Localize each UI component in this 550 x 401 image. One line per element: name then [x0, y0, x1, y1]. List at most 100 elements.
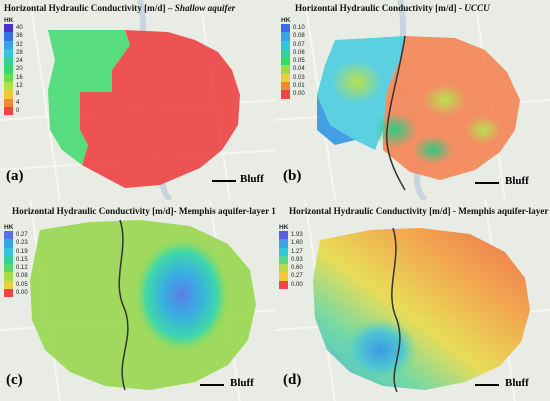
legend-swatch	[281, 48, 290, 58]
legend-entry: 0.27	[4, 231, 28, 240]
zone-base	[313, 228, 530, 390]
map-panel-memphis-layer-1: Horizontal Hydraulic Conductivity [m/d]-…	[0, 200, 275, 401]
legend-value: 0.00	[293, 91, 305, 98]
legend-swatch	[4, 24, 13, 33]
legend-entry: 0.23	[4, 239, 28, 248]
title-separator: -	[456, 3, 465, 13]
bluff-label: Bluff	[505, 175, 529, 187]
color-legend: HK 1.93 1.60 1.27 0.93 0.60 0.27 0.00	[279, 224, 303, 290]
legend-value: 0.08	[16, 273, 28, 280]
legend-value: 0.00	[16, 290, 28, 297]
legend-entry: 16	[4, 73, 23, 83]
legend-value: 20	[16, 66, 23, 73]
legend-swatch	[281, 82, 290, 91]
legend-value: 24	[16, 58, 23, 65]
legend-swatch	[281, 90, 290, 99]
legend-swatch	[281, 32, 290, 41]
legend-swatch	[4, 90, 13, 99]
legend-value: 0.60	[291, 265, 303, 272]
title-main: Horizontal Hydraulic Conductivity [m/d]	[295, 3, 457, 13]
map-canvas	[275, 0, 550, 200]
legend-swatch	[4, 239, 13, 248]
legend-value: 1.93	[291, 232, 303, 238]
legend-value: 32	[16, 41, 23, 48]
legend-swatch	[279, 255, 288, 265]
legend-value: 0.05	[293, 58, 305, 65]
legend-entry: 0.12	[4, 264, 28, 273]
legend-entry: 0.00	[279, 280, 303, 290]
panel-label: (d)	[283, 372, 302, 388]
legend-swatch	[4, 255, 13, 265]
legend-value: 0.06	[293, 49, 305, 56]
legend-entry: 24	[4, 57, 23, 66]
legend-entry: 0.06	[281, 48, 305, 58]
legend-swatch	[4, 280, 13, 290]
map-canvas	[0, 200, 275, 401]
title-separator: –	[165, 3, 175, 13]
legend-entry: 0.01	[281, 82, 305, 91]
legend-entry: 36	[4, 32, 23, 41]
legend-value: 1.60	[291, 240, 303, 247]
legend-swatch	[279, 239, 288, 248]
legend-swatch	[281, 73, 290, 83]
legend-swatch	[281, 24, 290, 33]
legend-entry: 0.03	[281, 73, 305, 83]
legend-entry: 0.19	[4, 247, 28, 256]
bluff-label: Bluff	[230, 377, 254, 389]
map-panel-uccu: Horizontal Hydraulic Conductivity [m/d] …	[275, 0, 550, 200]
legend-entry: 12	[4, 82, 23, 91]
bluff-legend-line	[475, 384, 499, 386]
legend-entry: 0.04	[281, 65, 305, 74]
title-layer: Shallow aquifer	[174, 3, 236, 13]
legend-value: 16	[16, 74, 23, 81]
map-panel-shallow-aquifer: Horizontal Hydraulic Conductivity [m/d] …	[0, 0, 275, 200]
legend-value: 0.23	[16, 240, 28, 247]
zone-green	[48, 30, 130, 165]
legend-value: 0	[16, 107, 20, 114]
legend-entry: 0.27	[279, 272, 303, 281]
legend-value: 0.04	[293, 66, 305, 73]
legend-entry: 28	[4, 48, 23, 58]
panel-label: (c)	[6, 372, 23, 388]
title-main: Horizontal Hydraulic Conductivity [m/d] …	[289, 206, 550, 216]
color-legend: HK 0.10 0.08 0.07 0.06 0.05 0.04 0.03 0.01 0.00	[281, 17, 305, 99]
legend-value: 28	[16, 49, 23, 56]
legend-entry: 40	[4, 24, 23, 33]
legend-value: 8	[16, 91, 20, 98]
legend-swatch	[4, 65, 13, 74]
legend-swatch	[4, 82, 13, 91]
panel-title: Horizontal Hydraulic Conductivity [m/d] …	[4, 3, 235, 13]
legend-entry: 32	[4, 40, 23, 49]
title-layer: UCCU	[464, 3, 490, 13]
legend-swatch	[4, 40, 13, 49]
legend-entry: 0.08	[281, 32, 305, 41]
legend-swatch	[281, 65, 290, 74]
legend-swatch	[281, 40, 290, 49]
legend-swatch	[4, 231, 13, 240]
legend-entry: 20	[4, 65, 23, 74]
legend-swatch	[279, 247, 288, 256]
panel-title: Horizontal Hydraulic Conductivity [m/d]-…	[12, 206, 275, 216]
legend-value: 1.27	[291, 248, 303, 255]
legend-swatch	[281, 57, 290, 66]
legend-value: 0.05	[16, 281, 28, 288]
legend-entry: 0.05	[281, 57, 305, 66]
legend-swatch	[4, 57, 13, 66]
legend-entry: 0	[4, 106, 23, 116]
bluff-legend-line	[212, 180, 236, 182]
legend-entry: 0.00	[4, 289, 28, 298]
map-canvas	[0, 0, 275, 200]
zone-red	[80, 30, 240, 188]
map-canvas	[275, 200, 550, 401]
legend-entry: 0.05	[4, 280, 28, 290]
legend-entry: 0.10	[281, 24, 305, 33]
bluff-legend-line	[475, 182, 499, 184]
legend-entry: 0.15	[4, 255, 28, 265]
legend-swatch	[279, 280, 288, 290]
legend-swatch	[4, 247, 13, 256]
legend-entry: 1.27	[279, 247, 303, 256]
legend-value: 0.12	[16, 265, 28, 272]
legend-swatch	[4, 98, 13, 107]
zone-west-deep	[317, 95, 355, 145]
legend-entry: 8	[4, 90, 23, 99]
